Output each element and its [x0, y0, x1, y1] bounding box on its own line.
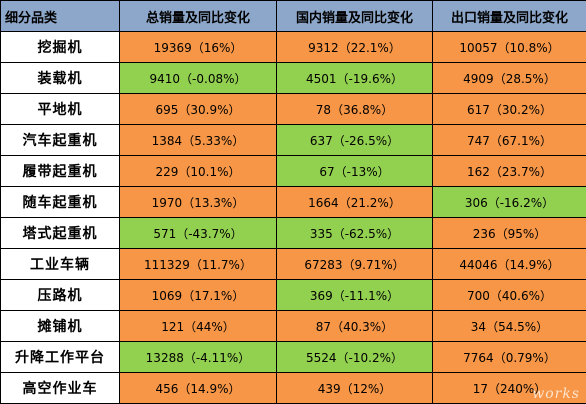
export-cell: 10057（10.8%） [432, 31, 586, 63]
table-row: 装载机 9410（-0.08%） 4501（-19.6%） 4909（28.5%… [0, 62, 586, 94]
export-cell: 34（54.5%） [432, 310, 586, 342]
total-cell: 1384（5.33%） [119, 124, 277, 156]
table-header: 细分品类 总销量及同比变化 国内销量及同比变化 出口销量及同比变化 [0, 0, 586, 32]
header-export: 出口销量及同比变化 [432, 0, 586, 32]
category-cell: 随车起重机 [0, 186, 120, 218]
total-cell: 456（14.9%） [119, 372, 277, 404]
total-cell: 695（30.9%） [119, 93, 277, 125]
export-cell: 700（40.6%） [432, 279, 586, 311]
category-cell: 压路机 [0, 279, 120, 311]
table-row: 随车起重机 1970（13.3%） 1664（21.2%） 306（-16.2%… [0, 186, 586, 218]
total-cell: 121（44%） [119, 310, 277, 342]
header-domestic: 国内销量及同比变化 [276, 0, 433, 32]
domestic-cell: 637（-26.5%） [276, 124, 433, 156]
table-row: 摊铺机 121（44%） 87（40.3%） 34（54.5%） [0, 310, 586, 342]
total-cell: 229（10.1%） [119, 155, 277, 187]
header-category: 细分品类 [0, 0, 120, 32]
category-cell: 塔式起重机 [0, 217, 120, 249]
header-row: 细分品类 总销量及同比变化 国内销量及同比变化 出口销量及同比变化 [0, 0, 586, 32]
domestic-cell: 67（-13%） [276, 155, 433, 187]
export-cell: 17（240%） [432, 372, 586, 404]
domestic-cell: 335（-62.5%） [276, 217, 433, 249]
export-cell: 4909（28.5%） [432, 62, 586, 94]
domestic-cell: 4501（-19.6%） [276, 62, 433, 94]
domestic-cell: 439（12%） [276, 372, 433, 404]
category-cell: 摊铺机 [0, 310, 120, 342]
total-cell: 1970（13.3%） [119, 186, 277, 218]
category-cell: 平地机 [0, 93, 120, 125]
total-cell: 571（-43.7%） [119, 217, 277, 249]
total-cell: 13288（-4.11%） [119, 341, 277, 373]
domestic-cell: 87（40.3%） [276, 310, 433, 342]
export-cell: 747（67.1%） [432, 124, 586, 156]
export-cell: 7764（0.79%） [432, 341, 586, 373]
table-row: 塔式起重机 571（-43.7%） 335（-62.5%） 236（95%） [0, 217, 586, 249]
category-cell: 装载机 [0, 62, 120, 94]
category-cell: 履带起重机 [0, 155, 120, 187]
export-cell: 236（95%） [432, 217, 586, 249]
category-cell: 挖掘机 [0, 31, 120, 63]
total-cell: 9410（-0.08%） [119, 62, 277, 94]
export-cell: 617（30.2%） [432, 93, 586, 125]
domestic-cell: 369（-11.1%） [276, 279, 433, 311]
table-row: 高空作业车 456（14.9%） 439（12%） 17（240%） [0, 372, 586, 404]
total-cell: 19369（16%） [119, 31, 277, 63]
category-cell: 工业车辆 [0, 248, 120, 280]
table-row: 升降工作平台 13288（-4.11%） 5524（-10.2%） 7764（0… [0, 341, 586, 373]
category-cell: 高空作业车 [0, 372, 120, 404]
domestic-cell: 1664（21.2%） [276, 186, 433, 218]
table-body: 挖掘机 19369（16%） 9312（22.1%） 10057（10.8%） … [0, 31, 586, 404]
export-cell: 44046（14.9%） [432, 248, 586, 280]
domestic-cell: 5524（-10.2%） [276, 341, 433, 373]
export-cell: 306（-16.2%） [432, 186, 586, 218]
domestic-cell: 78（36.8%） [276, 93, 433, 125]
domestic-cell: 67283（9.71%） [276, 248, 433, 280]
export-cell: 162（23.7%） [432, 155, 586, 187]
header-total: 总销量及同比变化 [119, 0, 277, 32]
category-cell: 汽车起重机 [0, 124, 120, 156]
table-row: 履带起重机 229（10.1%） 67（-13%） 162（23.7%） [0, 155, 586, 187]
category-cell: 升降工作平台 [0, 341, 120, 373]
table-row: 挖掘机 19369（16%） 9312（22.1%） 10057（10.8%） [0, 31, 586, 63]
table-row: 工业车辆 111329（11.7%） 67283（9.71%） 44046（14… [0, 248, 586, 280]
table-row: 压路机 1069（17.1%） 369（-11.1%） 700（40.6%） [0, 279, 586, 311]
table-row: 平地机 695（30.9%） 78（36.8%） 617（30.2%） [0, 93, 586, 125]
total-cell: 1069（17.1%） [119, 279, 277, 311]
table-row: 汽车起重机 1384（5.33%） 637（-26.5%） 747（67.1%） [0, 124, 586, 156]
domestic-cell: 9312（22.1%） [276, 31, 433, 63]
total-cell: 111329（11.7%） [119, 248, 277, 280]
